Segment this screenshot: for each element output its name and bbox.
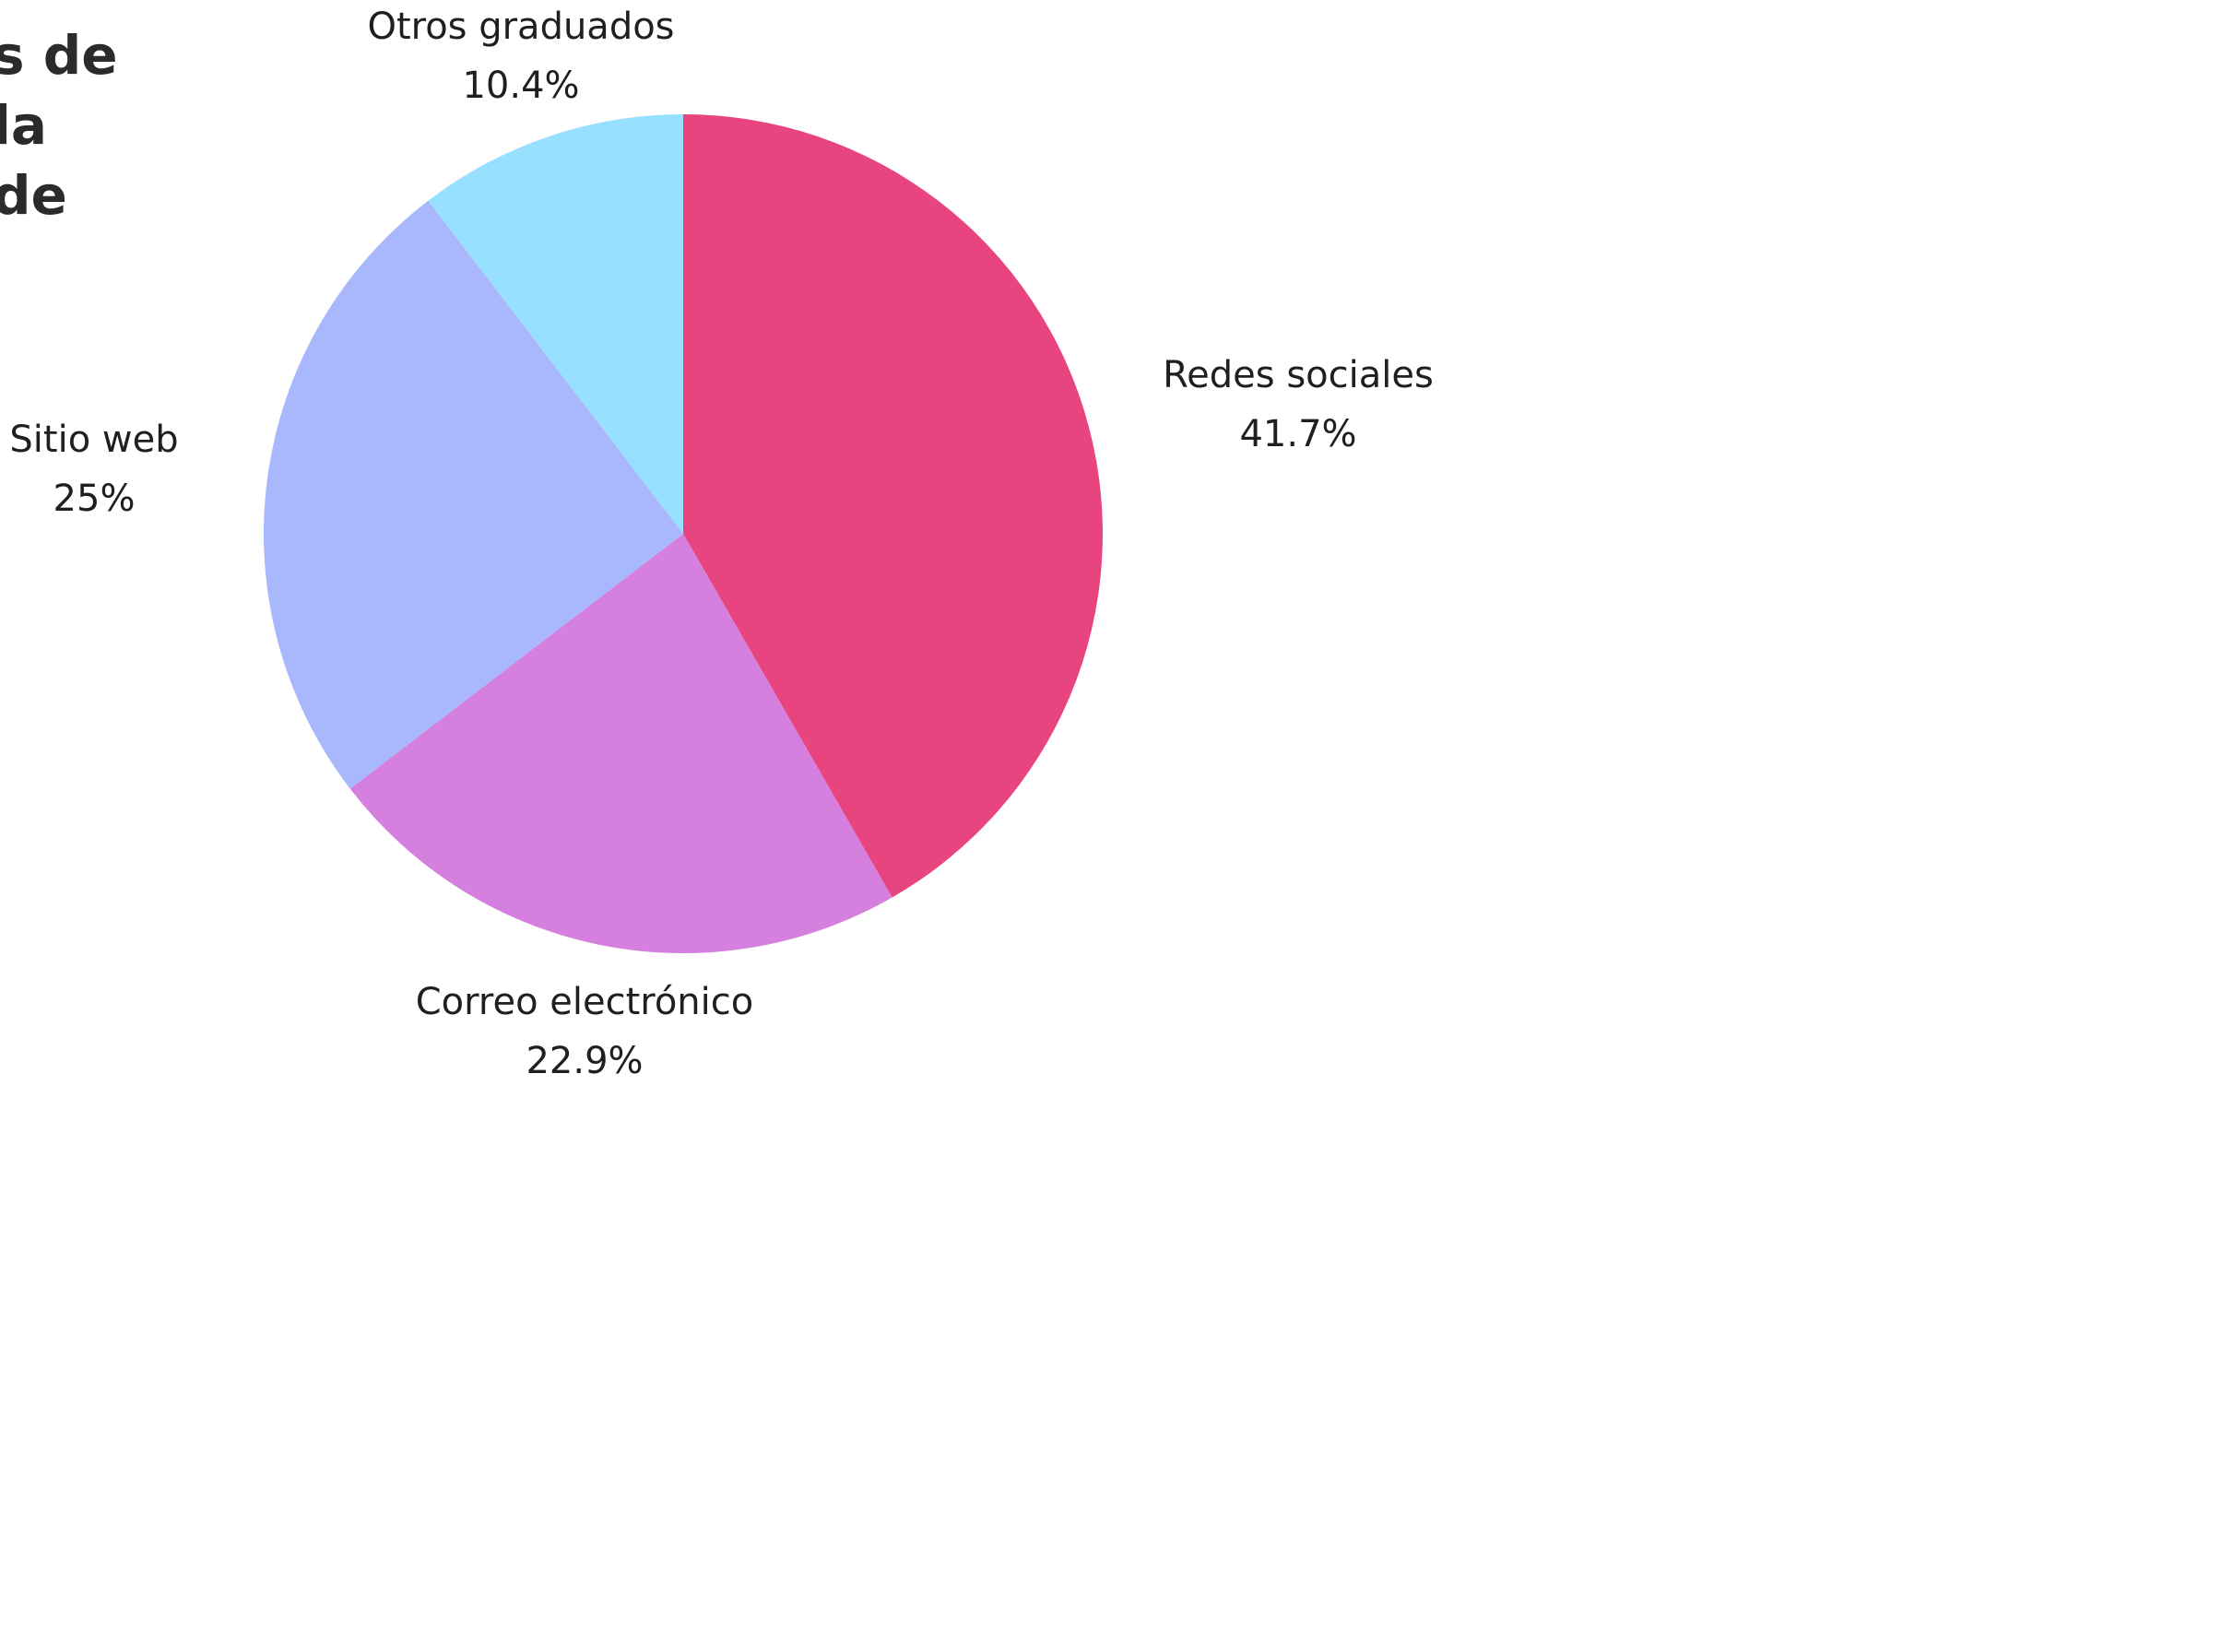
slice-percent-label: 22.9% [526,1040,643,1074]
chart-title-fragment: s de la de [0,20,118,230]
title-line-1: s de [0,24,118,87]
slice-label: Redes sociales [1163,354,1434,396]
pie-slice-otros-graduados [428,114,683,534]
title-line-3: de [0,164,67,227]
slice-percent-label: 25% [53,478,136,520]
slice-percent-label: 41.7% [1239,413,1356,455]
pie-slice-correo-electr-nico [349,534,892,953]
slice-label: Sitio web [9,419,178,461]
slice-label: Correo electrónico [416,981,753,1023]
slice-label: Otros graduados [367,6,674,48]
pie-slice-redes-sociales [683,114,1104,898]
slice-percent-label: 10.4% [462,65,579,107]
pie-slice-sitio-web [264,200,683,789]
pie-chart: Redes sociales 41.7% Correo electrónico 22.… [9,6,1434,1074]
title-line-2: la [0,94,48,157]
